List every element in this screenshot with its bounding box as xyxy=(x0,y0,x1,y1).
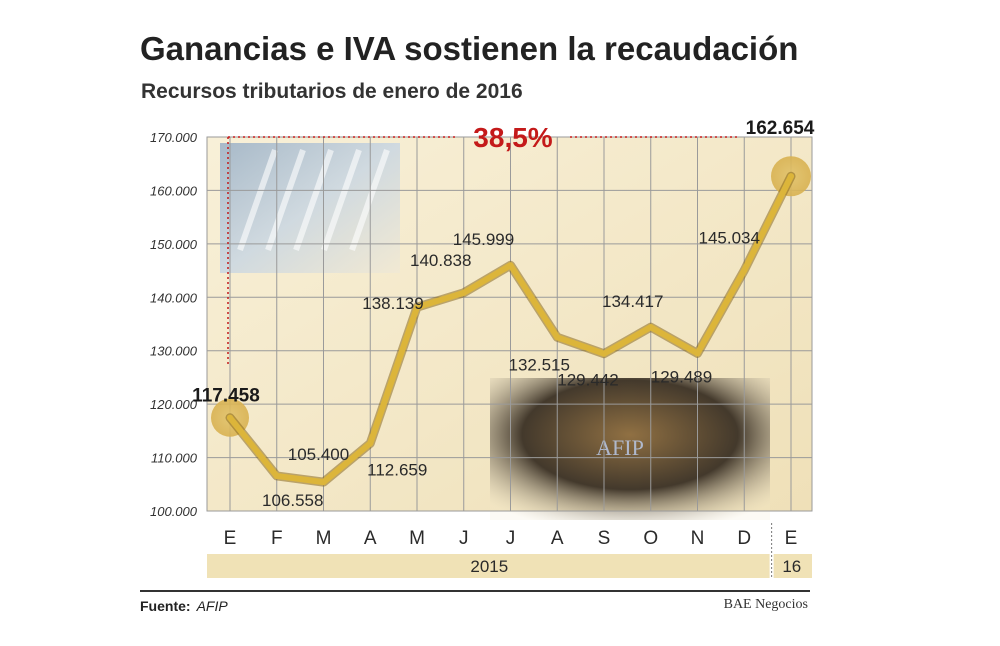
year-label-2016: 16 xyxy=(782,557,801,576)
plot-border xyxy=(206,136,813,512)
x-tick-label: M xyxy=(316,528,332,549)
chart-subtitle: Recursos tributarios de enero de 2016 xyxy=(141,80,523,103)
footer-divider xyxy=(140,590,810,592)
x-tick-label: F xyxy=(271,528,283,549)
data-point xyxy=(460,289,467,296)
data-point xyxy=(414,304,420,311)
data-label: 117.458 xyxy=(192,386,260,407)
percent-annotation: 38,5% xyxy=(227,122,738,367)
series-line: 117.458 106.558 105.400 112.659 138.139 140.8… xyxy=(192,118,815,510)
data-point xyxy=(367,440,374,447)
x-tick-label: D xyxy=(737,528,751,549)
x-tick-label: N xyxy=(691,528,705,549)
data-point xyxy=(788,173,794,180)
data-point xyxy=(741,267,748,274)
data-label: 134.417 xyxy=(602,292,663,311)
source-value: AFIP xyxy=(196,598,228,614)
data-label: 129.442 xyxy=(557,371,618,390)
year-label-2015: 2015 xyxy=(470,557,508,576)
data-point xyxy=(507,262,514,269)
data-point xyxy=(694,350,701,357)
data-label: 145.034 xyxy=(699,228,760,247)
photo-decoration xyxy=(321,149,362,251)
data-point xyxy=(647,324,654,331)
x-tick-label: A xyxy=(551,528,564,549)
y-tick-label: 130.000 xyxy=(150,344,198,359)
photo-decoration xyxy=(237,149,278,251)
data-point xyxy=(554,334,561,341)
afip-building-photo xyxy=(490,378,770,520)
year-band-2015 xyxy=(207,554,770,578)
source-note: Fuente: AFIP xyxy=(140,598,228,614)
data-label: 112.659 xyxy=(367,460,427,479)
x-tick-label: E xyxy=(785,528,798,549)
y-tick-label: 140.000 xyxy=(150,290,198,305)
x-axis: E F M A M J J A S O N D E 2015 16 xyxy=(207,523,812,578)
x-tick-label: A xyxy=(364,528,377,549)
data-point xyxy=(601,350,607,357)
data-label: 140.838 xyxy=(410,251,471,270)
photo-decoration xyxy=(293,149,334,251)
data-label: 106.558 xyxy=(262,491,323,510)
percent-change-label: 38,5% xyxy=(473,122,552,153)
y-tick-label: 100.000 xyxy=(150,504,198,519)
chart-title: Ganancias e IVA sostienen la recaudación xyxy=(140,30,799,67)
x-tick-label: J xyxy=(459,528,469,549)
data-point xyxy=(227,414,233,421)
y-tick-label: 150.000 xyxy=(150,237,198,252)
data-label: 132.515 xyxy=(509,355,570,374)
x-tick-label: J xyxy=(506,528,516,549)
x-tick-label: M xyxy=(409,528,425,549)
y-tick-label: 160.000 xyxy=(150,183,198,198)
source-label: Fuente: xyxy=(140,598,191,614)
brand-credit: BAE Negocios xyxy=(723,597,808,612)
y-tick-label: 120.000 xyxy=(150,397,198,412)
x-tick-label: S xyxy=(598,528,611,549)
data-point xyxy=(320,479,327,486)
photo-decoration xyxy=(265,149,306,251)
year-band-2016 xyxy=(773,554,812,578)
data-label: 145.999 xyxy=(453,230,514,249)
y-tick-label: 110.000 xyxy=(151,451,198,466)
month-band xyxy=(207,523,812,548)
photo-decoration xyxy=(349,149,390,251)
data-label: 129.489 xyxy=(651,367,712,386)
data-label: 105.400 xyxy=(288,445,349,464)
x-tick-label: E xyxy=(224,528,237,549)
y-axis-ticks: 100.000 110.000 120.000 130.000 140.000 150.0… xyxy=(150,130,198,519)
data-label: 138.139 xyxy=(362,294,423,313)
grid-lines xyxy=(206,136,813,512)
afip-sign-logo: AFIP xyxy=(596,435,644,460)
x-tick-label: O xyxy=(643,528,658,549)
y-tick-label: 170.000 xyxy=(150,130,198,145)
data-point xyxy=(273,472,280,479)
data-label: 162.654 xyxy=(746,118,815,139)
